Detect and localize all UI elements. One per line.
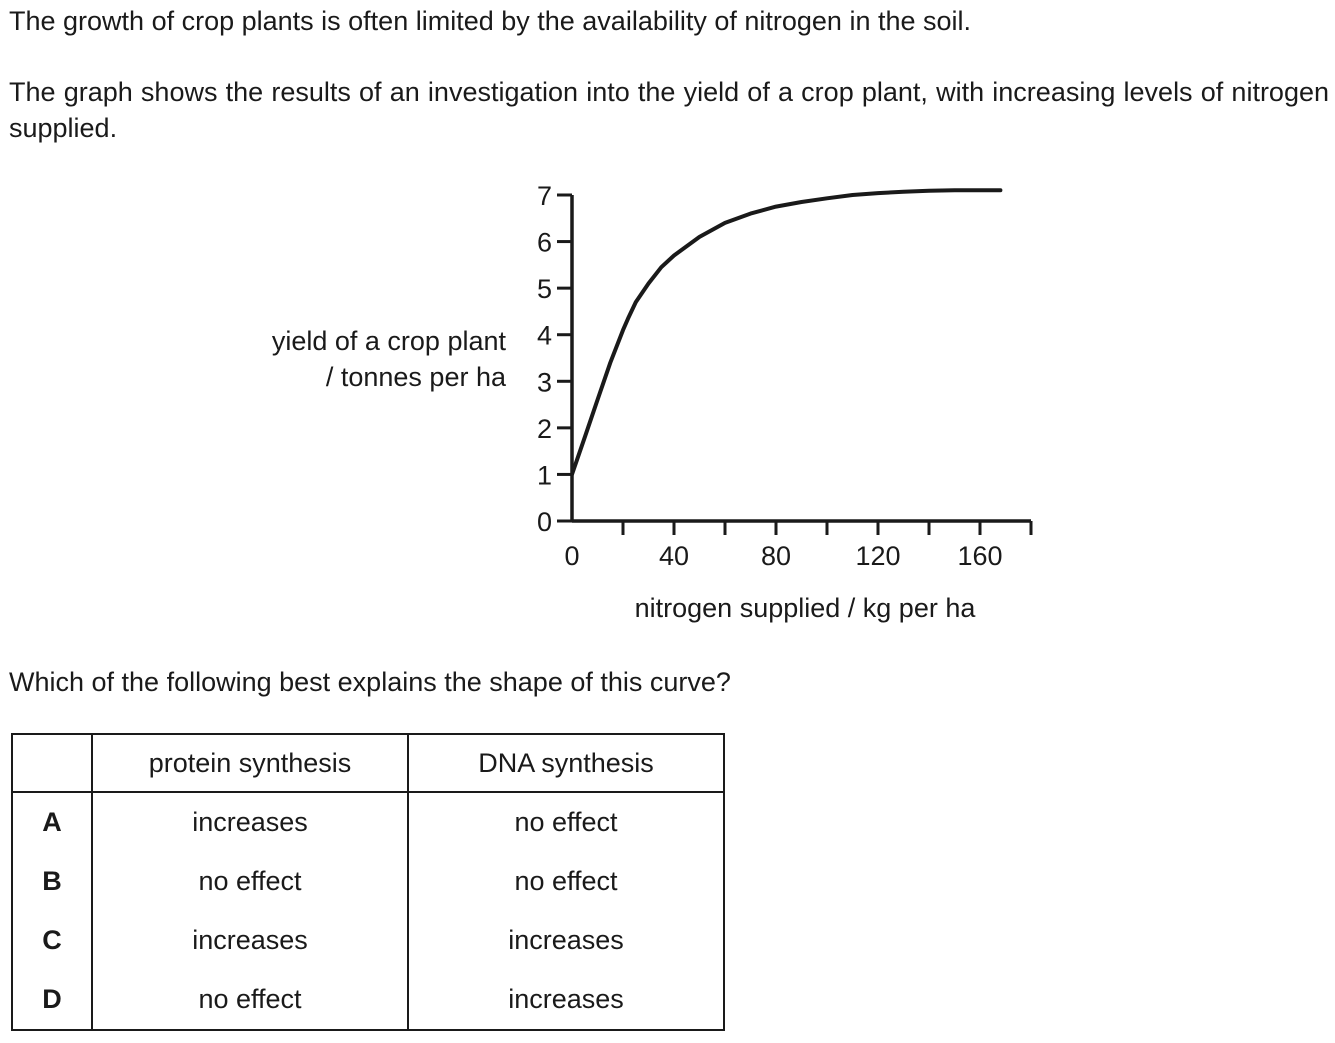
y-tick-label: 7 xyxy=(537,181,552,211)
yield-curve xyxy=(570,188,1003,477)
header-protein-synthesis: protein synthesis xyxy=(92,734,409,793)
protein-cell: increases xyxy=(92,911,409,970)
x-axis-label: nitrogen supplied / kg per ha xyxy=(635,593,977,623)
y-tick-label: 5 xyxy=(537,274,552,304)
x-tick-label: 160 xyxy=(957,541,1002,571)
option-letter: C xyxy=(12,911,93,970)
y-tick-label: 1 xyxy=(537,460,552,490)
dna-cell: no effect xyxy=(514,866,618,896)
protein-cell: no effect xyxy=(92,970,409,1030)
x-tick-label: 80 xyxy=(761,541,791,571)
dna-cell: increases xyxy=(508,984,624,1014)
option-letter: D xyxy=(12,970,93,1030)
dna-cell: increases xyxy=(508,925,624,955)
dna-cell: no effect xyxy=(514,807,618,837)
y-tick-label: 4 xyxy=(537,321,552,351)
header-dna-synthesis: DNA synthesis xyxy=(408,734,724,793)
x-ticks: 0 40 80 120 160 xyxy=(564,521,1033,571)
protein-cell: no effect xyxy=(92,852,409,911)
x-tick-label: 120 xyxy=(855,541,900,571)
x-tick-label: 40 xyxy=(659,541,689,571)
intro-sentence-1: The growth of crop plants is often limit… xyxy=(9,6,972,36)
answer-options-table: protein synthesis DNA synthesis A increa… xyxy=(11,733,725,1031)
intro-sentence-2: The graph shows the results of an invest… xyxy=(9,77,1329,143)
y-tick-label: 6 xyxy=(537,228,552,258)
table-row-a: A increases no effect xyxy=(12,792,724,852)
table-row-c: C increases increases xyxy=(12,911,724,970)
table-row-b: B no effect no effect xyxy=(12,852,724,911)
option-letter: A xyxy=(12,792,93,852)
y-tick-label: 0 xyxy=(537,507,552,537)
yield-chart: 0 1 2 3 4 5 6 7 0 40 80 120 160 yield of a crop pla… xyxy=(272,181,1033,623)
option-letter: B xyxy=(12,852,93,911)
y-axis-label-line1: yield of a crop plant xyxy=(272,326,507,356)
x-tick-label: 0 xyxy=(564,541,579,571)
y-tick-label: 3 xyxy=(537,367,552,397)
y-axis-label-line2: / tonnes per ha xyxy=(326,362,507,392)
table-header-row: protein synthesis DNA synthesis xyxy=(12,734,724,793)
y-ticks: 0 1 2 3 4 5 6 7 xyxy=(537,181,572,537)
protein-cell: increases xyxy=(92,792,409,852)
header-letter xyxy=(12,734,93,793)
y-tick-label: 2 xyxy=(537,414,552,444)
table-row-d: D no effect increases xyxy=(12,970,724,1030)
chart-axes xyxy=(570,195,1031,523)
question-text: Which of the following best explains the… xyxy=(9,667,731,697)
